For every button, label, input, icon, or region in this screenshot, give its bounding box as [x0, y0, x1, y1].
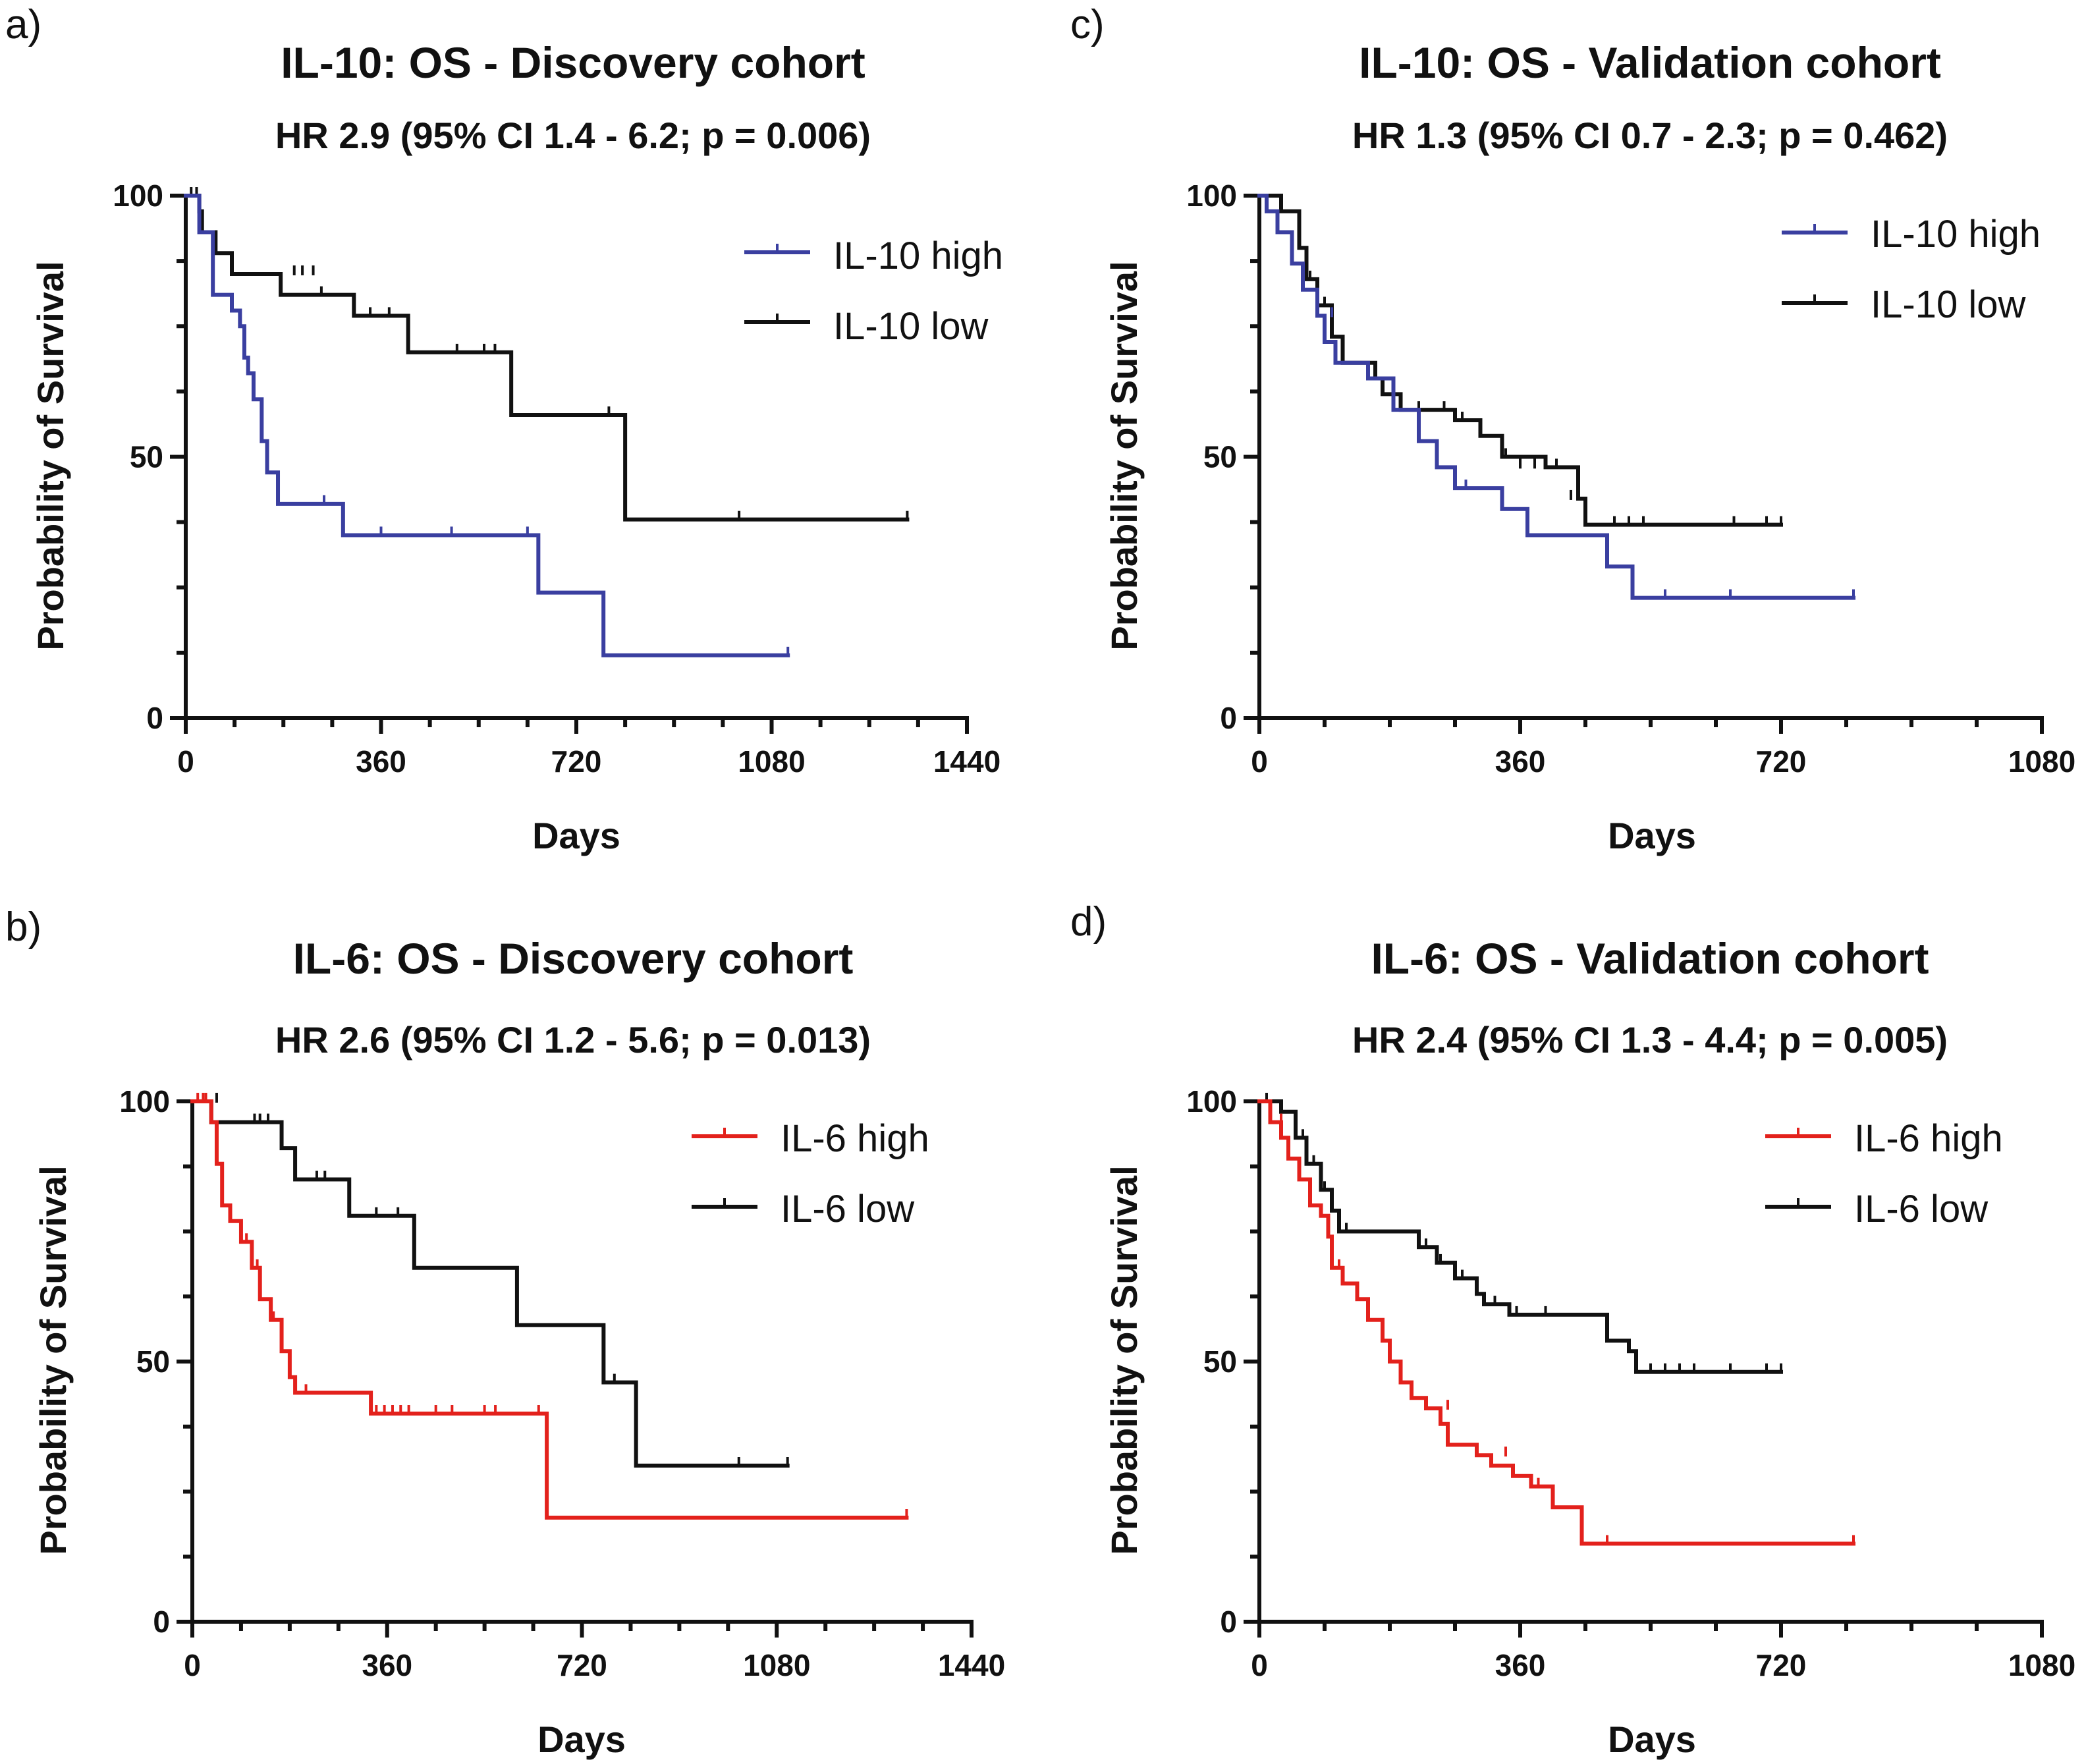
legend-label: IL-6 high	[1854, 1117, 2003, 1160]
x-axis-label: Days	[537, 1719, 626, 1760]
plot-area: 0 360 720 1080 0 50 100	[1186, 179, 2075, 779]
legend-label: IL-6 low	[1854, 1188, 1989, 1230]
y-axis-label: Probability of Survival	[32, 1165, 74, 1555]
x-tick-label: 1440	[933, 744, 1001, 779]
chart-subtitle: HR 1.3 (95% CI 0.7 - 2.3; p = 0.462)	[1352, 115, 1948, 156]
y-tick-label: 50	[1203, 440, 1237, 474]
panel-label: c)	[1070, 2, 1105, 47]
panel-d: d) IL-6: OS - Validation cohort HR 2.4 (…	[1070, 899, 2075, 1760]
plot-area: 0 360 720 1080 1440 0 50 100	[113, 179, 1001, 779]
chart-subtitle: HR 2.4 (95% CI 1.3 - 4.4; p = 0.005)	[1352, 1019, 1948, 1061]
panel-label: a)	[5, 2, 41, 47]
legend-label: IL-10 low	[1871, 283, 2026, 326]
legend-label: IL-10 low	[833, 305, 989, 348]
x-tick-label: 360	[1495, 744, 1546, 779]
x-tick-label: 720	[551, 744, 602, 779]
survival-curve-il-10-high	[184, 194, 790, 657]
survival-curve-il-6-low	[1257, 1099, 1783, 1374]
panel-label: d)	[1070, 899, 1107, 945]
y-tick-label: 0	[1220, 701, 1237, 735]
y-tick-label: 50	[130, 440, 163, 474]
survival-curve-il-6-high	[190, 1099, 909, 1520]
plot-area: 0 360 720 1080 0 50 100	[1186, 1084, 2075, 1682]
y-axis-label: Probability of Survival	[1103, 261, 1145, 650]
panel-b: b) IL-6: OS - Discovery cohort HR 2.6 (9…	[5, 904, 1005, 1760]
y-tick-label: 0	[153, 1605, 170, 1639]
x-tick-label: 1080	[743, 1648, 810, 1682]
plot-area: 0 360 720 1080 1440 0 50 100	[119, 1084, 1005, 1682]
survival-curve-il-10-high	[1257, 194, 1855, 600]
y-axis-label: Probability of Survival	[30, 261, 71, 650]
y-tick-label: 0	[1220, 1605, 1237, 1639]
legend-label: IL-10 high	[1871, 213, 2041, 256]
y-tick-label: 0	[146, 701, 163, 735]
y-tick-label: 100	[113, 179, 163, 213]
panel-label: b)	[5, 904, 41, 950]
legend-label: IL-10 high	[833, 234, 1003, 277]
chart-subtitle: HR 2.9 (95% CI 1.4 - 6.2; p = 0.006)	[275, 115, 871, 156]
x-axis-label: Days	[1608, 1719, 1696, 1760]
x-tick-label: 360	[1495, 1648, 1546, 1682]
y-tick-label: 100	[1186, 1084, 1237, 1118]
chart-title: IL-10: OS - Validation cohort	[1359, 38, 1941, 87]
x-tick-label: 1080	[2008, 1648, 2075, 1682]
x-tick-label: 1080	[2008, 744, 2075, 779]
chart-subtitle: HR 2.6 (95% CI 1.2 - 5.6; p = 0.013)	[275, 1019, 871, 1061]
legend-label: IL-6 high	[781, 1117, 929, 1160]
x-tick-label: 0	[184, 1648, 201, 1682]
x-tick-label: 720	[1756, 1648, 1807, 1682]
x-axis-label: Days	[532, 815, 620, 856]
y-tick-label: 100	[1186, 179, 1237, 213]
y-tick-label: 100	[119, 1084, 170, 1118]
chart-title: IL-6: OS - Validation cohort	[1371, 934, 1929, 983]
y-tick-label: 50	[1203, 1344, 1237, 1379]
x-tick-label: 720	[1756, 744, 1807, 779]
chart-title: IL-6: OS - Discovery cohort	[293, 934, 854, 983]
legend-label: IL-6 low	[781, 1188, 915, 1230]
survival-curve-il-6-high	[1257, 1099, 1855, 1546]
panel-c: c) IL-10: OS - Validation cohort HR 1.3 …	[1070, 2, 2075, 856]
x-tick-label: 1080	[738, 744, 805, 779]
x-tick-label: 360	[356, 744, 406, 779]
y-axis-label: Probability of Survival	[1103, 1165, 1145, 1555]
x-tick-label: 0	[1251, 1648, 1268, 1682]
x-tick-label: 720	[557, 1648, 607, 1682]
x-tick-label: 360	[362, 1648, 412, 1682]
survival-curve-il-6-low	[190, 1099, 790, 1468]
survival-curve-il-10-low	[184, 194, 910, 522]
y-tick-label: 50	[136, 1344, 170, 1379]
x-tick-label: 0	[177, 744, 194, 779]
x-axis-label: Days	[1608, 815, 1696, 856]
x-tick-label: 0	[1251, 744, 1268, 779]
survival-curve-il-10-low	[1257, 194, 1783, 527]
chart-title: IL-10: OS - Discovery cohort	[281, 38, 865, 87]
panel-a: a) IL-10: OS - Discovery cohort HR 2.9 (…	[5, 2, 1003, 856]
x-tick-label: 1440	[938, 1648, 1005, 1682]
